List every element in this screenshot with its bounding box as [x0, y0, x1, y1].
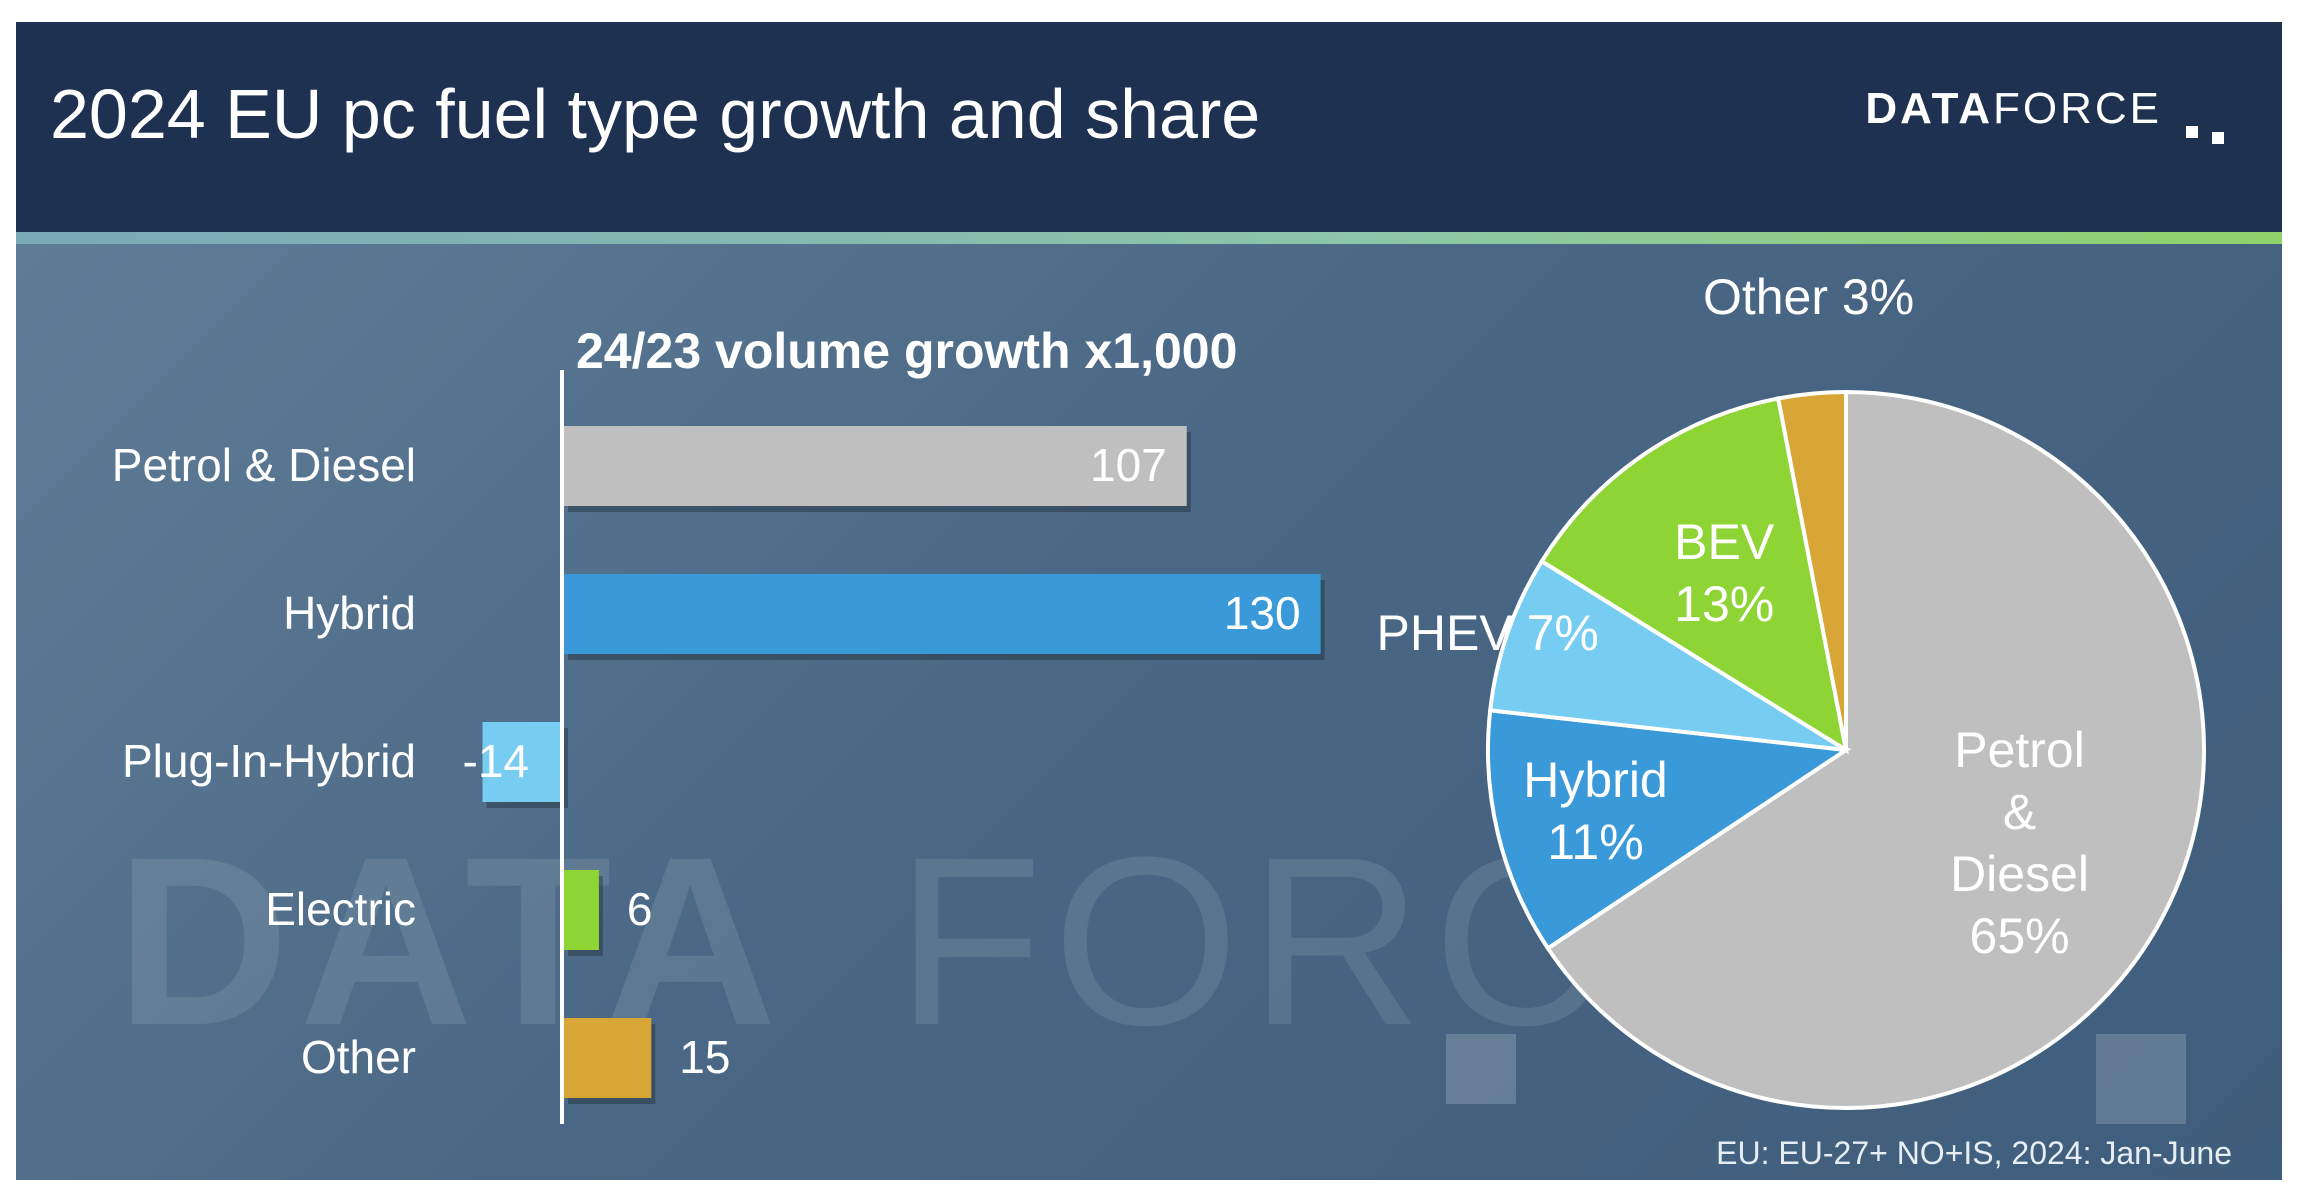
bar-category-label: Hybrid: [283, 587, 416, 639]
bar-electric: [564, 870, 599, 950]
slide-title: 2024 EU pc fuel type growth and share: [50, 75, 1261, 153]
bar-other: [564, 1018, 652, 1098]
bar-petrol-diesel: [564, 426, 1187, 506]
pie-label: Hybrid 11%: [1523, 751, 1668, 870]
dataforce-logo: DATAFORCE: [1865, 84, 2162, 134]
bar-value-label: -14: [462, 735, 529, 787]
slide-header: 2024 EU pc fuel type growth and share DA…: [16, 22, 2282, 232]
chart-area: DATA FORCE 24/23 volume growth x1,000 Pe…: [16, 244, 2282, 1180]
bar-value-label: 6: [626, 883, 653, 935]
logo-bold-text: DATA: [1865, 84, 1993, 133]
pie-label: Other 3%: [1702, 268, 1915, 325]
bar-plug-in-hybrid: [482, 722, 564, 802]
pie-slice-hybrid: [1486, 708, 1852, 952]
bar-category-label: Other: [300, 1031, 416, 1083]
accent-stripe: [16, 232, 2282, 244]
pie-label: Petrol & Diesel 65%: [1950, 721, 2090, 964]
pie-slice-phev: [1488, 558, 1848, 752]
logo-light-text: FORCE: [1993, 84, 2162, 133]
bar-category-label: Petrol & Diesel: [111, 439, 416, 491]
bar-category-label: Electric: [265, 883, 416, 935]
bar-chart-title: 24/23 volume growth x1,000: [576, 323, 1238, 379]
pie-slice-other: [1775, 389, 1848, 751]
pie-label: PHEV 7%: [1376, 604, 1599, 661]
pie-slice-petrol-diesel: [1545, 389, 2206, 1110]
footnote: EU: EU-27+ NO+IS, 2024: Jan-June: [1716, 1135, 2232, 1171]
bar-value-label: 15: [679, 1031, 731, 1083]
slide: 2024 EU pc fuel type growth and share DA…: [16, 22, 2282, 1180]
chart-svg: [482, 370, 2206, 1124]
watermark-bold-text: DATA: [116, 807, 787, 1075]
top-strip: [0, 0, 2314, 22]
pie-slice-bev: [1539, 396, 1849, 755]
bar-hybrid: [564, 574, 1321, 654]
bar-category-label: Plug-In-Hybrid: [122, 735, 416, 787]
pie-label: BEV 13%: [1674, 514, 1775, 633]
logo-dots-icon: [2186, 126, 2226, 146]
bar-value-label: 130: [1223, 587, 1301, 639]
bar-value-label: 107: [1089, 439, 1167, 491]
